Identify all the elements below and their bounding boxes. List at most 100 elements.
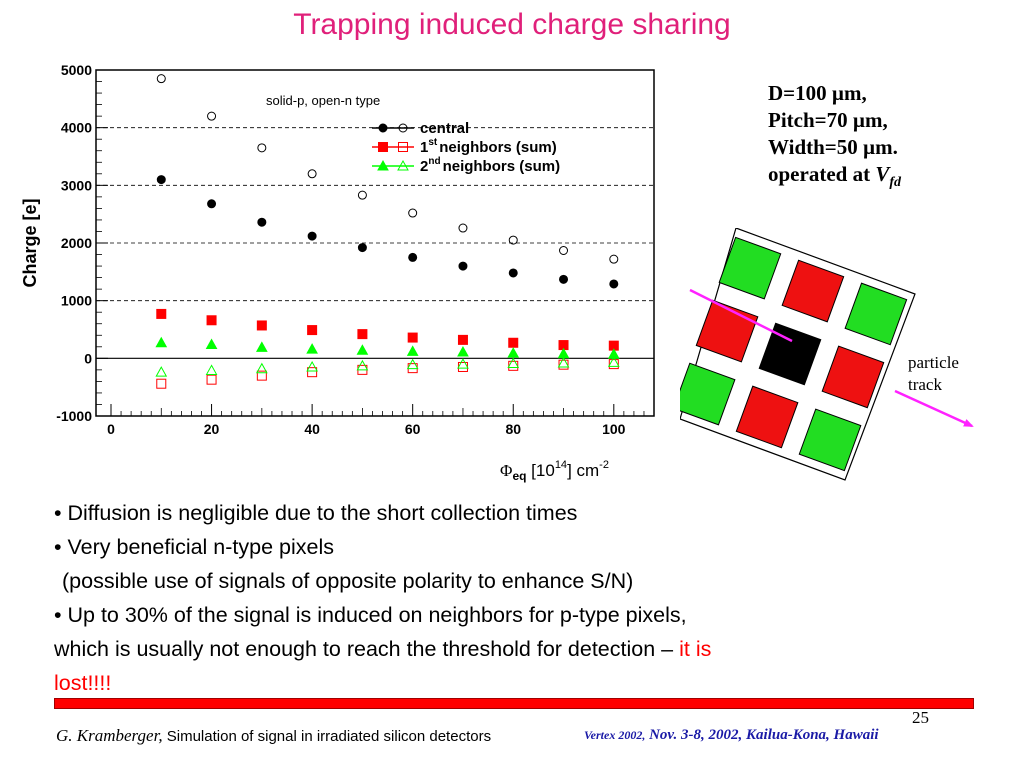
chart-annotation: solid-p, open-n type xyxy=(266,93,380,108)
legend-entry: 2nd neighbors (sum) xyxy=(420,156,560,175)
open-triangle-marker xyxy=(607,356,620,367)
diagonal-pixel-top-left xyxy=(718,236,782,300)
filled-circle-marker xyxy=(378,123,388,133)
open-triangle-marker xyxy=(155,366,168,377)
filled-circle-marker xyxy=(257,217,267,227)
filled-triangle-marker xyxy=(406,345,419,356)
bullet-signal-lost: lost!!!! xyxy=(54,671,112,695)
y-axis-label: Charge [e] xyxy=(20,198,40,287)
bullet-signal-induced: • Up to 30% of the signal is induced on … xyxy=(54,603,687,627)
footer-divider xyxy=(54,698,974,709)
filled-square-marker xyxy=(508,337,519,348)
open-circle-marker xyxy=(508,235,518,245)
open-square-marker xyxy=(206,374,217,385)
filled-circle-marker xyxy=(508,268,518,278)
particle-track-entry xyxy=(689,288,793,343)
filled-square-marker xyxy=(156,308,167,319)
filled-square-marker xyxy=(378,142,388,152)
filled-square-marker xyxy=(457,334,468,345)
pixel-matrix-diagram xyxy=(680,228,974,481)
open-circle-marker xyxy=(559,245,569,255)
filled-circle-marker xyxy=(307,231,317,241)
filled-square-marker xyxy=(256,320,267,331)
open-square-marker xyxy=(256,370,267,381)
diagonal-pixel-bottom-right xyxy=(798,408,862,472)
filled-square-marker xyxy=(206,315,217,326)
footer-author: G. Kramberger, Simulation of signal in i… xyxy=(56,726,492,745)
filled-triangle-marker xyxy=(306,343,318,354)
filled-triangle-marker xyxy=(377,159,389,171)
open-square-marker xyxy=(398,142,408,152)
filled-triangle-marker xyxy=(507,347,520,358)
open-circle-marker xyxy=(357,190,367,200)
particle-track-label: particle track xyxy=(908,353,959,394)
x-tick-label: 20 xyxy=(204,421,220,437)
bullet-signal-induced-cont: which is usually not enough to reach the… xyxy=(54,637,712,661)
y-tick-label: -1000 xyxy=(56,408,92,424)
open-triangle-marker xyxy=(397,159,409,171)
bullet-list: • Diffusion is negligible due to the sho… xyxy=(54,496,954,700)
x-axis-label: Φeq [1014] cm-2 xyxy=(500,459,609,483)
open-square-marker xyxy=(558,359,569,370)
neighbor-pixel-bottom xyxy=(735,385,799,449)
y-tick-label: 1000 xyxy=(61,293,92,309)
x-tick-label: 60 xyxy=(405,421,421,437)
filled-circle-marker xyxy=(559,274,569,284)
x-tick-label: 0 xyxy=(107,421,115,437)
param-thickness: D=100 µm, xyxy=(768,81,867,105)
bullet-diffusion: • Diffusion is negligible due to the sho… xyxy=(54,501,578,525)
slide-title: Trapping induced charge sharing xyxy=(293,8,731,41)
open-triangle-marker xyxy=(255,362,268,374)
legend-entry: central xyxy=(420,120,469,137)
open-triangle-marker xyxy=(356,359,369,371)
filled-triangle-marker xyxy=(356,344,369,355)
filled-triangle-marker xyxy=(205,338,218,349)
filled-circle-marker xyxy=(357,243,367,253)
open-triangle-marker xyxy=(507,357,520,369)
detector-parameters: D=100 µm, Pitch=70 µm, Width=50 µm. oper… xyxy=(768,80,901,196)
open-square-marker xyxy=(608,359,619,370)
filled-circle-marker xyxy=(458,261,468,271)
param-operation: operated at Vfd xyxy=(768,162,901,191)
particle-track-exit xyxy=(894,389,974,428)
open-circle-marker xyxy=(207,111,217,121)
filled-triangle-marker xyxy=(457,345,469,357)
y-tick-label: 3000 xyxy=(61,177,92,193)
x-tick-label: 40 xyxy=(304,421,320,437)
neighbor-pixel-top xyxy=(781,259,845,323)
footer-conference: Vertex 2002, Nov. 3-8, 2002, Kailua-Kona… xyxy=(584,727,879,743)
open-square-marker xyxy=(307,367,318,378)
filled-square-marker xyxy=(407,332,418,343)
diagonal-pixel-bottom-left xyxy=(680,362,736,426)
filled-square-marker xyxy=(307,325,318,336)
y-tick-label: 0 xyxy=(84,350,92,366)
open-triangle-marker xyxy=(205,364,218,375)
open-triangle-marker xyxy=(457,358,469,369)
diagonal-pixel-top-right xyxy=(844,282,908,346)
bullet-n-type-sub: (possible use of signals of opposite pol… xyxy=(62,569,634,593)
x-tick-label: 80 xyxy=(505,421,521,437)
y-tick-label: 2000 xyxy=(61,235,92,251)
page-number: 25 xyxy=(912,708,929,727)
open-circle-marker xyxy=(307,169,317,179)
open-circle-marker xyxy=(609,254,619,264)
open-triangle-marker xyxy=(406,358,419,370)
central-pixel xyxy=(758,322,822,386)
open-triangle-marker xyxy=(557,356,570,368)
bullet-n-type: • Very beneficial n-type pixels xyxy=(54,535,335,559)
filled-triangle-marker xyxy=(155,336,168,348)
filled-square-marker xyxy=(357,329,368,340)
open-circle-marker xyxy=(257,143,267,153)
open-square-marker xyxy=(156,378,167,389)
charge-vs-fluence-chart: -1000 0 1000 2000 3000 4000 5000 0 20 40 60 80 100 s… xyxy=(16,58,674,490)
y-tick-label: 5000 xyxy=(61,62,92,78)
open-triangle-marker xyxy=(306,360,318,372)
param-width: Width=50 µm. xyxy=(768,135,898,159)
param-pitch: Pitch=70 µm, xyxy=(768,108,888,132)
pixel-grid xyxy=(680,236,908,472)
filled-circle-marker xyxy=(609,279,619,289)
y-tick-label: 4000 xyxy=(61,120,92,136)
filled-circle-marker xyxy=(408,252,418,262)
chart-background xyxy=(16,58,674,490)
open-circle-marker xyxy=(398,123,408,133)
